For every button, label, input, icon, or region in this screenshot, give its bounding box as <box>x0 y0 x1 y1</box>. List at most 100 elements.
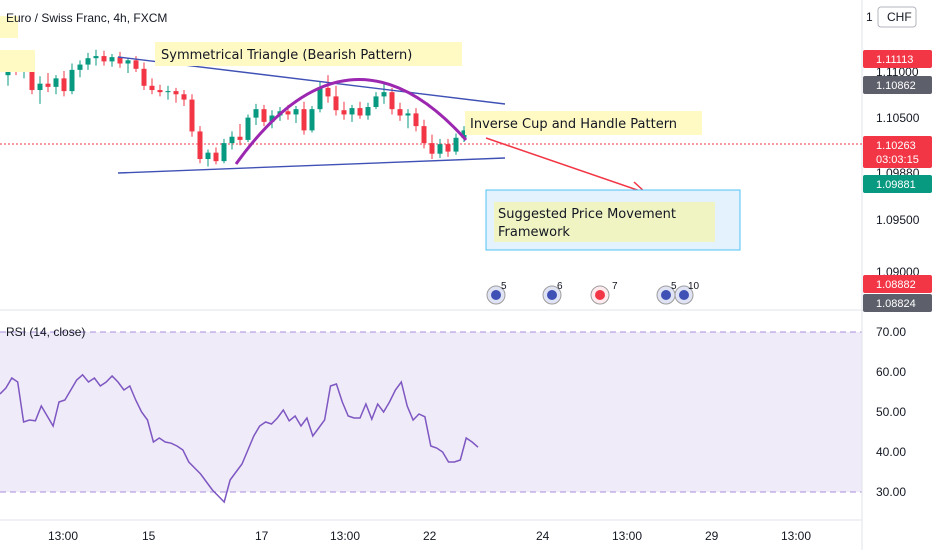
candle-body[interactable] <box>461 130 467 138</box>
candle-body[interactable] <box>221 143 227 162</box>
clipped-box-top <box>0 16 18 38</box>
price-tick-1: 1.10500 <box>876 111 920 125</box>
candle-body[interactable] <box>181 94 187 100</box>
time-label-3: 17 <box>255 529 269 543</box>
candle-body[interactable] <box>189 99 195 132</box>
event-marker-3[interactable]: 7 <box>590 281 618 305</box>
svg-text:1.10862: 1.10862 <box>876 80 916 92</box>
candle-body[interactable] <box>325 87 331 97</box>
event-marker-2[interactable]: 6 <box>542 281 563 305</box>
time-label-4: 13:00 <box>330 529 360 543</box>
rsi-tick-40: 40.00 <box>876 445 906 459</box>
candle-body[interactable] <box>173 91 179 95</box>
candle-body[interactable] <box>213 152 219 162</box>
candle-body[interactable] <box>445 144 451 152</box>
candle-body[interactable] <box>357 108 363 116</box>
triangle-lower-line[interactable] <box>117 157 506 174</box>
svg-text:1.08882: 1.08882 <box>876 279 916 291</box>
candle-body[interactable] <box>405 113 411 116</box>
svg-text:1.09881: 1.09881 <box>876 179 916 191</box>
candle-body[interactable] <box>413 113 419 127</box>
candle-body[interactable] <box>125 60 131 64</box>
candle-body[interactable] <box>101 56 107 62</box>
currency-button-bg[interactable] <box>877 6 917 28</box>
candle-body[interactable] <box>165 91 171 93</box>
candle-body[interactable] <box>141 68 147 86</box>
candle-body[interactable] <box>437 144 443 154</box>
candle-body[interactable] <box>349 108 355 115</box>
candle-body[interactable] <box>229 136 235 144</box>
svg-text:6: 6 <box>557 281 563 292</box>
candle-body[interactable] <box>429 143 435 154</box>
candle-body[interactable] <box>309 109 315 131</box>
event-marker-1[interactable]: 5 <box>486 281 507 305</box>
candle-body[interactable] <box>261 109 267 122</box>
candle-body[interactable] <box>85 58 91 65</box>
currency-button[interactable]: CHF <box>887 10 912 24</box>
rsi-tick-30: 30.00 <box>876 485 906 499</box>
rsi-tick-70: 70.00 <box>876 325 906 339</box>
cup-label-bg <box>465 111 702 135</box>
price-tag-4: 1.09881 <box>863 175 932 193</box>
candle-body[interactable] <box>285 111 291 115</box>
candle-body[interactable] <box>397 109 403 116</box>
candle-body[interactable] <box>317 87 323 110</box>
candle-body[interactable] <box>53 78 59 87</box>
candle-body[interactable] <box>245 117 251 140</box>
event-marker-5[interactable]: 10 <box>674 281 700 305</box>
svg-text:7: 7 <box>612 281 618 292</box>
candle-body[interactable] <box>421 126 427 144</box>
candle-body[interactable] <box>29 63 35 91</box>
price-tag-2: 1.10862 <box>863 76 932 94</box>
price-tick-clipped-1: 1.11000 <box>876 65 919 79</box>
candle-body[interactable] <box>197 131 203 160</box>
triangle-label[interactable]: Symmetrical Triangle (Bearish Pattern) <box>161 48 412 63</box>
time-label-8: 29 <box>705 529 719 543</box>
candle-body[interactable] <box>293 109 299 115</box>
candle-body[interactable] <box>109 57 115 62</box>
time-label-6: 24 <box>536 529 550 543</box>
candle-body[interactable] <box>373 96 379 108</box>
candle-body[interactable] <box>205 152 211 160</box>
rsi-tick-60: 60.00 <box>876 365 906 379</box>
candle-body[interactable] <box>45 83 51 87</box>
movement-arrow-line[interactable] <box>485 137 647 194</box>
suggested-label-bg <box>494 202 715 242</box>
candle-body[interactable] <box>77 64 83 70</box>
candle-body[interactable] <box>149 85 155 91</box>
candle-body[interactable] <box>117 57 123 64</box>
candle-body[interactable] <box>269 115 275 122</box>
candle-body[interactable] <box>365 107 371 116</box>
event-marker-4[interactable]: 5 <box>656 281 677 305</box>
rsi-group <box>0 373 479 504</box>
rsi-title[interactable]: RSI (14, close) <box>6 325 85 339</box>
candle-body[interactable] <box>93 56 99 59</box>
candle-body[interactable] <box>237 136 243 140</box>
time-label-9: 13:00 <box>781 529 811 543</box>
candle-body[interactable] <box>253 109 259 118</box>
candle-body[interactable] <box>61 78 67 92</box>
time-label-5: 22 <box>423 529 437 543</box>
clipped-axis-label-top: 1 <box>866 10 873 24</box>
candle-body[interactable] <box>381 92 387 97</box>
candles-group <box>5 49 467 167</box>
candle-body[interactable] <box>157 90 163 93</box>
candle-body[interactable] <box>301 109 307 131</box>
svg-text:1.10263: 1.10263 <box>876 140 916 152</box>
candle-body[interactable] <box>333 96 339 111</box>
candle-body[interactable] <box>389 92 395 110</box>
candle-body[interactable] <box>133 60 139 69</box>
candle-body[interactable] <box>341 110 347 115</box>
candle-body[interactable] <box>37 83 43 91</box>
time-label-7: 13:00 <box>612 529 642 543</box>
candle-body[interactable] <box>453 137 459 152</box>
symbol-title[interactable]: Euro / Swiss Franc, 4h, FXCM <box>6 11 167 25</box>
rsi-line[interactable] <box>0 373 479 504</box>
cup-arc[interactable] <box>234 78 468 165</box>
candle-body[interactable] <box>69 69 75 92</box>
svg-text:1.08824: 1.08824 <box>876 298 916 310</box>
svg-text:03:03:15: 03:03:15 <box>876 154 919 166</box>
cup-label[interactable]: Inverse Cup and Handle Pattern <box>470 117 677 132</box>
price-tick-2: 1.09500 <box>876 213 920 227</box>
